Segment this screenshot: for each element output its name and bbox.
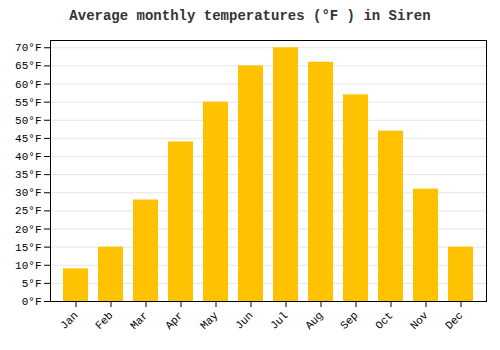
svg-text:30°F: 30°F [15, 187, 41, 199]
svg-text:70°F: 70°F [15, 42, 41, 54]
html-text:Average monthly temperatures (: Average monthly temperatures (°F ) in Si… [69, 8, 431, 24]
svg-text:Sep: Sep [338, 309, 360, 331]
svg-text:55°F: 55°F [15, 97, 41, 109]
svg-text:Dec: Dec [443, 309, 465, 331]
svg-text:Nov: Nov [408, 309, 431, 332]
svg-text:25°F: 25°F [15, 205, 41, 217]
svg-text:0°F: 0°F [22, 296, 42, 308]
svg-text:Jul: Jul [268, 309, 290, 331]
svg-text:40°F: 40°F [15, 151, 41, 163]
svg-text:60°F: 60°F [15, 79, 41, 91]
svg-text:20°F: 20°F [15, 224, 41, 236]
svg-text:45°F: 45°F [15, 133, 41, 145]
svg-text:Feb: Feb [93, 309, 115, 331]
svg-text:Jun: Jun [233, 309, 255, 331]
svg-text:Oct: Oct [373, 309, 395, 331]
svg-text:May: May [198, 309, 221, 332]
svg-text:Jan: Jan [58, 309, 80, 331]
svg-text:65°F: 65°F [15, 60, 41, 72]
svg-text:Apr: Apr [163, 309, 185, 331]
svg-text:5°F: 5°F [22, 278, 42, 290]
svg-text:15°F: 15°F [15, 242, 41, 254]
svg-text:10°F: 10°F [15, 260, 41, 272]
svg-text:Aug: Aug [303, 309, 325, 331]
svg-text:35°F: 35°F [15, 169, 41, 181]
svg-text:50°F: 50°F [15, 115, 41, 127]
svg-text:Mar: Mar [128, 309, 150, 331]
